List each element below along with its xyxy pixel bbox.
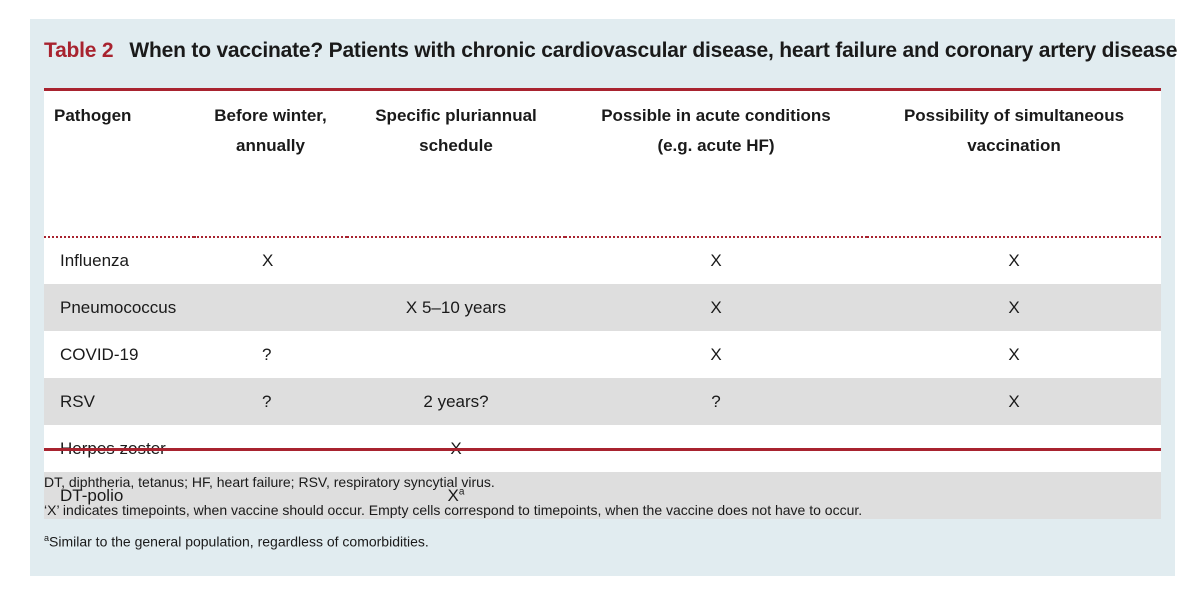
- table-title: When to vaccinate? Patients with chronic…: [129, 39, 1178, 62]
- header-acute: Possible in acute conditions (e.g. acute…: [565, 91, 867, 164]
- table-caption: Table 2 When to vaccinate? Patients with …: [44, 39, 1177, 63]
- cell-pathogen: RSV: [44, 378, 194, 425]
- footnote-a-text: Similar to the general population, regar…: [49, 533, 429, 550]
- table-panel: Table 2 When to vaccinate? Patients with …: [30, 19, 1177, 576]
- cell-pathogen: COVID-19: [44, 331, 194, 378]
- dotted-divider-cell: [44, 164, 1161, 238]
- cell-simultaneous: X: [867, 331, 1161, 378]
- cell-acute: X: [565, 331, 867, 378]
- table-row: DT-polio Xa: [44, 472, 1161, 519]
- cell-before-winter: ?: [194, 378, 347, 425]
- header-simultaneous-line2: vaccination: [967, 136, 1061, 155]
- table-row: Influenza X X X: [44, 237, 1161, 284]
- header-schedule: Specific pluriannual schedule: [347, 91, 565, 164]
- cell-pathogen: DT-polio: [44, 472, 194, 519]
- header-schedule-line2: schedule: [419, 136, 493, 155]
- cell-before-winter: [194, 472, 347, 519]
- cell-before-winter: ?: [194, 331, 347, 378]
- footnote-a-marker: a: [44, 533, 50, 543]
- header-schedule-line1: Specific pluriannual: [375, 106, 537, 125]
- header-acute-line2: (e.g. acute HF): [657, 136, 775, 155]
- cell-simultaneous: [867, 472, 1161, 519]
- cell-schedule-text: X: [447, 485, 459, 505]
- header-pathogen: Pathogen: [44, 91, 194, 164]
- table-row: COVID-19 ? X X: [44, 331, 1161, 378]
- cell-schedule-footnote: a: [458, 485, 465, 497]
- header-before-winter-line1: Before winter,: [214, 106, 327, 125]
- cell-before-winter: X: [194, 237, 347, 284]
- cell-acute: ?: [565, 378, 867, 425]
- header-acute-line1: Possible in acute conditions: [601, 106, 831, 125]
- cell-pathogen: Influenza: [44, 237, 194, 284]
- bottom-rule: [44, 448, 1161, 451]
- table-row: Pneumococcus X 5–10 years X X: [44, 284, 1161, 331]
- footnote-abbreviations: DT, diphtheria, tetanus; HF, heart failu…: [44, 474, 495, 490]
- cell-before-winter: [194, 284, 347, 331]
- header-before-winter: Before winter, annually: [194, 91, 347, 164]
- dotted-divider: [44, 164, 1161, 238]
- footnote-a: aSimilar to the general population, rega…: [44, 524, 862, 556]
- header-simultaneous: Possibility of simultaneous vaccination: [867, 91, 1161, 164]
- table-row: RSV ? 2 years? ? X: [44, 378, 1161, 425]
- cell-simultaneous: X: [867, 237, 1161, 284]
- cell-schedule: X 5–10 years: [347, 284, 565, 331]
- cell-acute: X: [565, 237, 867, 284]
- vaccination-table: Pathogen Before winter, annually Specifi…: [44, 91, 1161, 519]
- cell-schedule: Xa: [347, 472, 565, 519]
- cell-schedule: [347, 237, 565, 284]
- header-row: Pathogen Before winter, annually Specifi…: [44, 91, 1161, 164]
- header-simultaneous-line1: Possibility of simultaneous: [903, 106, 1125, 125]
- footnote-x-meaning: ‘X’ indicates timepoints, when vaccine s…: [44, 502, 863, 518]
- table-label: Table 2: [44, 39, 114, 62]
- cell-acute: [565, 472, 867, 519]
- cell-pathogen: Pneumococcus: [44, 284, 194, 331]
- cell-simultaneous: X: [867, 378, 1161, 425]
- cell-schedule-text: 2 years?: [423, 391, 489, 411]
- table-footnotes: DT, diphtheria, tetanus; HF, heart failu…: [44, 468, 862, 556]
- top-rule: [44, 88, 1161, 91]
- header-pathogen-line1: Pathogen: [54, 106, 132, 125]
- cell-simultaneous: X: [867, 284, 1161, 331]
- cell-schedule-text: X 5–10 years: [405, 297, 507, 317]
- cell-schedule: [347, 331, 565, 378]
- header-before-winter-line2: annually: [236, 136, 305, 155]
- cell-schedule: 2 years?: [347, 378, 565, 425]
- cell-acute: X: [565, 284, 867, 331]
